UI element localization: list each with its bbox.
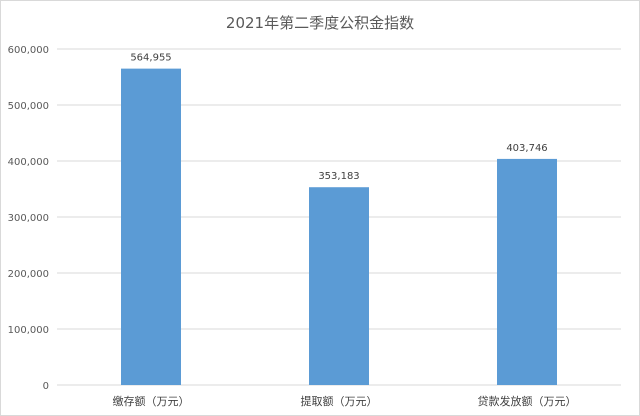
x-category-label: 提取额（万元） (301, 395, 378, 408)
data-labels: 564,955 353,183 403,746 (130, 53, 547, 183)
bar-2 (309, 187, 369, 385)
data-label: 353,183 (318, 171, 359, 182)
y-tick-label: 300,000 (8, 213, 49, 224)
bars (121, 68, 557, 386)
y-axis-tick-labels: 0 100,000 200,000 300,000 400,000 500,000 600,… (8, 45, 49, 392)
y-tick-label: 100,000 (8, 325, 49, 336)
x-category-label: 贷款发放额（万元） (478, 394, 577, 408)
chart-title: 2021年第二季度公积金指数 (226, 14, 414, 32)
y-tick-label: 500,000 (8, 101, 49, 112)
x-category-label: 缴存额（万元） (113, 394, 190, 408)
bar-1 (121, 68, 181, 386)
y-tick-label: 400,000 (8, 157, 49, 168)
y-tick-label: 600,000 (8, 45, 49, 56)
data-label: 403,746 (506, 143, 547, 154)
bar-3 (497, 158, 557, 385)
x-axis-category-labels: 缴存额（万元） 提取额（万元） 贷款发放额（万元） (113, 394, 577, 408)
y-tick-label: 200,000 (8, 269, 49, 280)
data-label: 564,955 (130, 53, 171, 64)
y-tick-label: 0 (43, 381, 49, 392)
